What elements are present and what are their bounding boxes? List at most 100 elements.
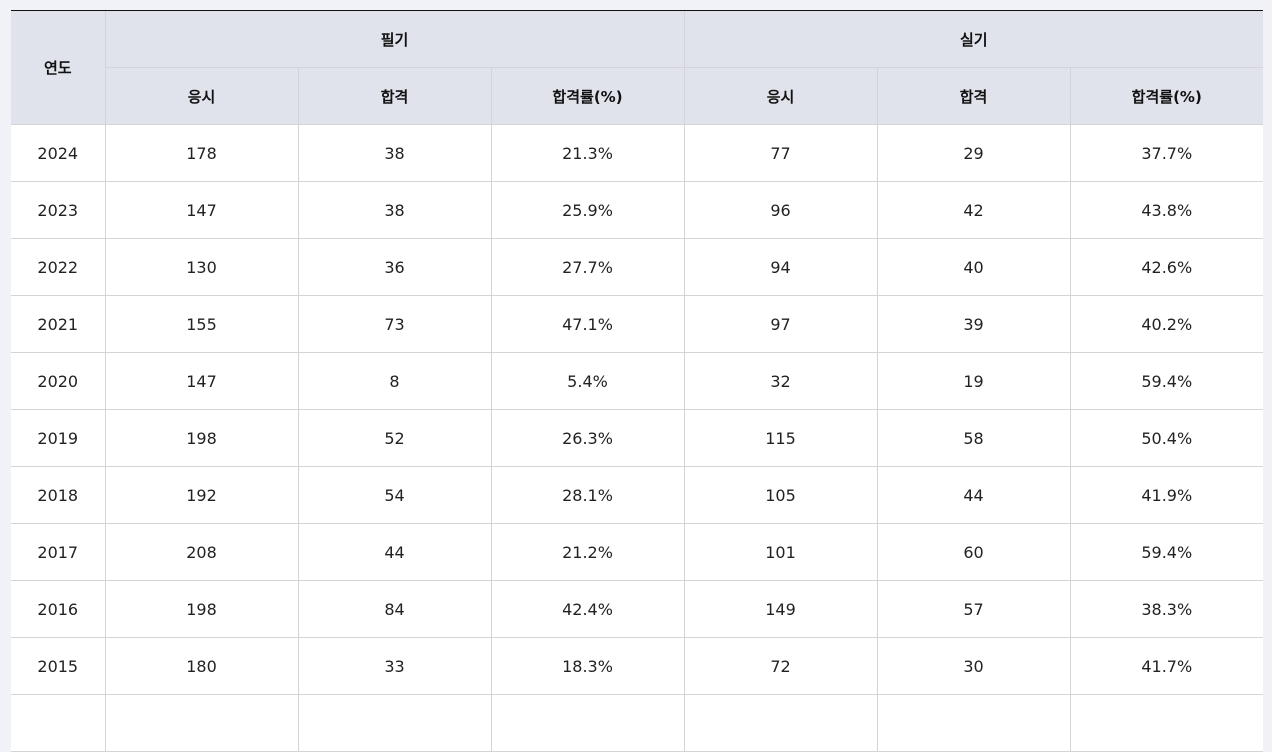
table-cell bbox=[683, 694, 878, 752]
table-cell: 72 bbox=[683, 637, 878, 695]
table-cell: 198 bbox=[104, 580, 299, 638]
table-cell: 57 bbox=[876, 580, 1071, 638]
header-sub: 합격 bbox=[876, 67, 1071, 125]
table-cell: 21.3% bbox=[490, 124, 685, 182]
cell-year: 2023 bbox=[11, 181, 106, 239]
table-cell: 38.3% bbox=[1069, 580, 1263, 638]
table-cell: 147 bbox=[104, 181, 299, 239]
exam-stats-table: 연도 필기 실기 응시 합격 합격률(%) 응시 합격 합격률(%) 2024 178 38 2… bbox=[11, 11, 1263, 752]
table-row bbox=[11, 694, 1263, 752]
header-group-written: 필기 bbox=[104, 11, 685, 68]
cell-year: 2022 bbox=[11, 238, 106, 296]
table-cell: 41.9% bbox=[1069, 466, 1263, 524]
table-cell bbox=[1069, 694, 1263, 752]
table-cell: 30 bbox=[876, 637, 1071, 695]
table-cell bbox=[104, 694, 299, 752]
table-cell: 52 bbox=[297, 409, 492, 467]
table-row: 2019 198 52 26.3% 115 58 50.4% bbox=[11, 409, 1263, 467]
table-cell: 36 bbox=[297, 238, 492, 296]
table-cell: 38 bbox=[297, 124, 492, 182]
table-cell: 18.3% bbox=[490, 637, 685, 695]
table-cell: 44 bbox=[297, 523, 492, 581]
table-cell: 58 bbox=[876, 409, 1071, 467]
table-cell: 54 bbox=[297, 466, 492, 524]
table-cell: 147 bbox=[104, 352, 299, 410]
table-cell: 19 bbox=[876, 352, 1071, 410]
table-cell: 21.2% bbox=[490, 523, 685, 581]
table-cell: 180 bbox=[104, 637, 299, 695]
cell-year: 2024 bbox=[11, 124, 106, 182]
table-cell: 40 bbox=[876, 238, 1071, 296]
table-row: 2024 178 38 21.3% 77 29 37.7% bbox=[11, 124, 1263, 182]
table-cell: 97 bbox=[683, 295, 878, 353]
table-cell: 155 bbox=[104, 295, 299, 353]
cell-year: 2015 bbox=[11, 637, 106, 695]
header-sub: 합격 bbox=[297, 67, 492, 125]
table-cell bbox=[11, 694, 106, 752]
cell-year: 2017 bbox=[11, 523, 106, 581]
table-cell: 59.4% bbox=[1069, 523, 1263, 581]
header-sub: 응시 bbox=[683, 67, 878, 125]
header-row-sub: 응시 합격 합격률(%) 응시 합격 합격률(%) bbox=[11, 67, 1263, 125]
table-cell: 60 bbox=[876, 523, 1071, 581]
table-cell: 94 bbox=[683, 238, 878, 296]
table-cell: 39 bbox=[876, 295, 1071, 353]
header-row-groups: 연도 필기 실기 bbox=[11, 11, 1263, 125]
table-cell: 41.7% bbox=[1069, 637, 1263, 695]
header-sub: 응시 bbox=[105, 67, 299, 125]
table-cell: 105 bbox=[683, 466, 878, 524]
cell-year: 2019 bbox=[11, 409, 106, 467]
cell-year: 2020 bbox=[11, 352, 106, 410]
table-cell: 8 bbox=[297, 352, 492, 410]
table-cell: 42.4% bbox=[490, 580, 685, 638]
table-row: 2021 155 73 47.1% 97 39 40.2% bbox=[11, 295, 1263, 353]
table-cell: 77 bbox=[683, 124, 878, 182]
table-cell: 40.2% bbox=[1069, 295, 1263, 353]
header-sub: 합격률(%) bbox=[1069, 67, 1263, 125]
table-cell: 59.4% bbox=[1069, 352, 1263, 410]
header-group-practical: 실기 bbox=[683, 11, 1263, 68]
table-cell: 198 bbox=[104, 409, 299, 467]
table-cell: 192 bbox=[104, 466, 299, 524]
table-cell: 29 bbox=[876, 124, 1071, 182]
table-cell: 101 bbox=[683, 523, 878, 581]
table-cell: 33 bbox=[297, 637, 492, 695]
table-cell: 42.6% bbox=[1069, 238, 1263, 296]
table-cell: 37.7% bbox=[1069, 124, 1263, 182]
table-cell: 149 bbox=[683, 580, 878, 638]
table-cell: 47.1% bbox=[490, 295, 685, 353]
table-row: 2018 192 54 28.1% 105 44 41.9% bbox=[11, 466, 1263, 524]
table-cell: 73 bbox=[297, 295, 492, 353]
cell-year: 2021 bbox=[11, 295, 106, 353]
table-cell: 208 bbox=[104, 523, 299, 581]
table-cell: 115 bbox=[683, 409, 878, 467]
table-cell: 28.1% bbox=[490, 466, 685, 524]
table-row: 2022 130 36 27.7% 94 40 42.6% bbox=[11, 238, 1263, 296]
table-cell bbox=[490, 694, 685, 752]
table-cell: 25.9% bbox=[490, 181, 685, 239]
table-row: 2020 147 8 5.4% 32 19 59.4% bbox=[11, 352, 1263, 410]
table-row: 2023 147 38 25.9% 96 42 43.8% bbox=[11, 181, 1263, 239]
cell-year: 2018 bbox=[11, 466, 106, 524]
table-cell: 178 bbox=[104, 124, 299, 182]
table-row: 2015 180 33 18.3% 72 30 41.7% bbox=[11, 637, 1263, 695]
table-cell: 44 bbox=[876, 466, 1071, 524]
table-cell: 130 bbox=[104, 238, 299, 296]
table-cell: 43.8% bbox=[1069, 181, 1263, 239]
table-cell: 38 bbox=[297, 181, 492, 239]
header-sub: 합격률(%) bbox=[490, 67, 685, 125]
table-cell: 27.7% bbox=[490, 238, 685, 296]
table-cell: 32 bbox=[683, 352, 878, 410]
table-row: 2016 198 84 42.4% 149 57 38.3% bbox=[11, 580, 1263, 638]
table-cell: 26.3% bbox=[490, 409, 685, 467]
cell-year: 2016 bbox=[11, 580, 106, 638]
table-cell: 96 bbox=[683, 181, 878, 239]
table-cell: 50.4% bbox=[1069, 409, 1263, 467]
exam-stats-table-container: 연도 필기 실기 응시 합격 합격률(%) 응시 합격 합격률(%) 2024 178 38 2… bbox=[11, 10, 1263, 752]
table-cell: 42 bbox=[876, 181, 1071, 239]
table-cell bbox=[297, 694, 492, 752]
table-cell bbox=[876, 694, 1071, 752]
table-cell: 84 bbox=[297, 580, 492, 638]
table-row: 2017 208 44 21.2% 101 60 59.4% bbox=[11, 523, 1263, 581]
table-cell: 5.4% bbox=[490, 352, 685, 410]
